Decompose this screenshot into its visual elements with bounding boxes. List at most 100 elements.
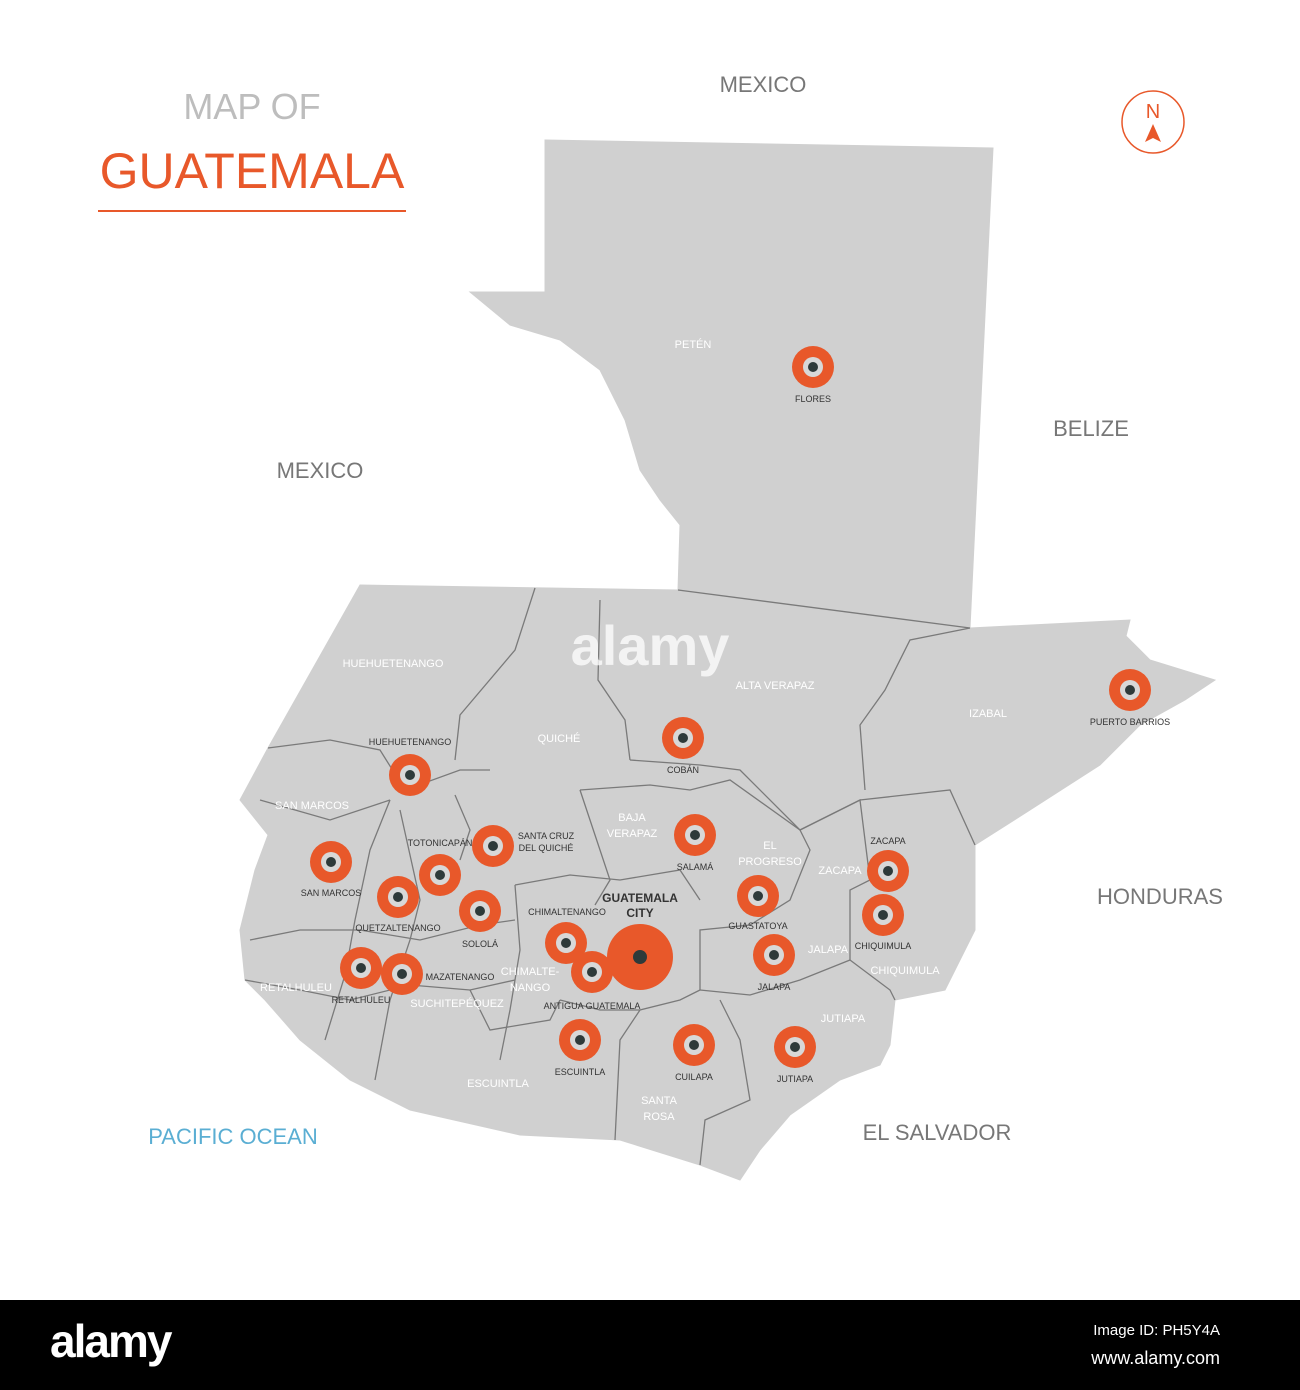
city-marker bbox=[1109, 669, 1151, 711]
city-label: MAZATENANGO bbox=[426, 972, 495, 982]
department-label: JUTIAPA bbox=[821, 1013, 866, 1025]
ocean-label: PACIFIC OCEAN bbox=[148, 1124, 318, 1149]
neighbor-country-label: MEXICO bbox=[277, 458, 364, 483]
department-label: SAN MARCOS bbox=[275, 800, 349, 812]
city-marker bbox=[662, 717, 704, 759]
capital-marker bbox=[607, 924, 673, 990]
neighbor-country-label: BELIZE bbox=[1053, 416, 1129, 441]
city-label: FLORES bbox=[795, 394, 831, 404]
city-dot bbox=[808, 362, 818, 372]
city-label: ZACAPA bbox=[870, 836, 905, 846]
city-dot bbox=[753, 891, 763, 901]
city-label: SALAMÁ bbox=[677, 862, 714, 872]
footer-bar: alamy Image ID: PH5Y4A www.alamy.com bbox=[0, 1300, 1300, 1390]
compass-label: N bbox=[1146, 101, 1160, 123]
city-dot bbox=[678, 733, 688, 743]
city-label: SAN MARCOS bbox=[301, 888, 362, 898]
city-dot bbox=[769, 950, 779, 960]
city-label: TOTONICAPÁN bbox=[408, 838, 473, 848]
city-label: SOLOLÁ bbox=[462, 939, 498, 949]
city-label: CHIMALTENANGO bbox=[528, 907, 606, 917]
image-id: Image ID: PH5Y4A bbox=[1093, 1322, 1220, 1339]
city-marker bbox=[459, 890, 501, 932]
title-underline bbox=[98, 210, 406, 212]
city-label: QUETZALTENANGO bbox=[355, 923, 440, 933]
city-marker bbox=[545, 922, 587, 964]
city-dot bbox=[690, 830, 700, 840]
city-marker bbox=[559, 1019, 601, 1061]
city-marker bbox=[381, 953, 423, 995]
department-label: IZABAL bbox=[969, 708, 1007, 720]
city-dot bbox=[405, 770, 415, 780]
department-label: CHIQUIMULA bbox=[870, 965, 940, 977]
capital-label: GUATEMALA CITY bbox=[602, 891, 678, 920]
city-dot bbox=[435, 870, 445, 880]
map-title: GUATEMALA bbox=[99, 143, 405, 199]
city-dot bbox=[561, 938, 571, 948]
city-dot bbox=[1125, 685, 1135, 695]
city-label: JUTIAPA bbox=[777, 1074, 813, 1084]
city-dot bbox=[397, 969, 407, 979]
department-label: PETÉN bbox=[675, 338, 712, 351]
alamy-logo: alamy bbox=[50, 1315, 172, 1367]
city-marker bbox=[862, 894, 904, 936]
neighbor-country-label: EL SALVADOR bbox=[863, 1120, 1012, 1145]
department-label: EL PROGRESO bbox=[738, 840, 802, 868]
capital-dot bbox=[633, 950, 647, 964]
map-title-prefix: MAP OF bbox=[183, 86, 321, 127]
city-marker bbox=[774, 1026, 816, 1068]
department-label: RETALHULEU bbox=[260, 982, 332, 994]
city-dot bbox=[883, 866, 893, 876]
city-marker bbox=[753, 934, 795, 976]
city-marker bbox=[310, 841, 352, 883]
city-label: SANTA CRUZ DEL QUICHÉ bbox=[518, 831, 575, 853]
city-label: PUERTO BARRIOS bbox=[1090, 717, 1170, 727]
city-marker bbox=[673, 1024, 715, 1066]
city-dot bbox=[790, 1042, 800, 1052]
city-label: ESCUINTLA bbox=[555, 1067, 606, 1077]
city-dot bbox=[575, 1035, 585, 1045]
department-label: ALTA VERAPAZ bbox=[736, 680, 815, 692]
city-dot bbox=[393, 892, 403, 902]
city-marker bbox=[389, 754, 431, 796]
city-marker bbox=[571, 951, 613, 993]
city-label: CHIQUIMULA bbox=[855, 941, 912, 951]
department-label: QUICHÉ bbox=[538, 732, 581, 745]
department-label: HUEHUETENANGO bbox=[343, 658, 444, 670]
north-arrow-icon bbox=[1145, 124, 1161, 142]
department-label: CHIMALTE-NANGO bbox=[501, 966, 560, 994]
department-label: SUCHITEPÉQUEZ bbox=[410, 997, 504, 1010]
city-dot bbox=[326, 857, 336, 867]
city-dot bbox=[587, 967, 597, 977]
city-dot bbox=[488, 841, 498, 851]
city-dot bbox=[878, 910, 888, 920]
city-label: JALAPA bbox=[758, 982, 791, 992]
city-marker bbox=[419, 854, 461, 896]
department-label: ESCUINTLA bbox=[467, 1078, 529, 1090]
department-label: ZACAPA bbox=[818, 865, 862, 877]
watermark: alamy bbox=[571, 614, 730, 677]
city-label: RETALHULEU bbox=[332, 995, 391, 1005]
city-marker bbox=[737, 875, 779, 917]
guatemala-map: alamy MEXICO MEXICO BELIZE HONDURAS EL SALVA… bbox=[148, 72, 1223, 1181]
department-borders bbox=[244, 587, 976, 1166]
city-label: HUEHUETENANGO bbox=[369, 737, 452, 747]
city-marker bbox=[377, 876, 419, 918]
city-label: GUASTATOYA bbox=[728, 921, 787, 931]
city-dot bbox=[475, 906, 485, 916]
city-marker bbox=[792, 346, 834, 388]
department-label: JALAPA bbox=[808, 944, 849, 956]
city-marker bbox=[867, 850, 909, 892]
department-label: SANTA ROSA bbox=[641, 1095, 678, 1123]
city-label: CUILAPA bbox=[675, 1072, 713, 1082]
neighbor-country-label: HONDURAS bbox=[1097, 884, 1223, 909]
footer-url: www.alamy.com bbox=[1091, 1348, 1220, 1368]
neighbor-country-label: MEXICO bbox=[720, 72, 807, 97]
department-label: BAJA VERAPAZ bbox=[607, 812, 658, 840]
city-label: ANTIGUA GUATEMALA bbox=[544, 1001, 641, 1011]
city-marker bbox=[674, 814, 716, 856]
city-dot bbox=[356, 963, 366, 973]
city-marker bbox=[340, 947, 382, 989]
city-marker bbox=[472, 825, 514, 867]
compass: N bbox=[1121, 90, 1185, 154]
